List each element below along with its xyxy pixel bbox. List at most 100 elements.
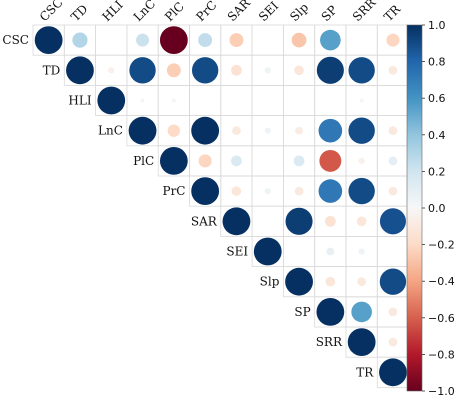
colorbar-tick-label: −0.6	[428, 312, 455, 325]
correlation-circle-LnC-TR	[388, 126, 398, 136]
correlation-circle-HLI-LnC	[140, 98, 145, 103]
correlation-circle-SAR-Slp	[285, 207, 313, 235]
correlation-circle-HLI-SRR	[359, 98, 364, 103]
grid-cell	[376, 85, 409, 117]
grid-cell	[282, 235, 316, 267]
correlation-circle-LnC-LnC	[128, 116, 157, 145]
correlation-circle-TD-SRR	[348, 57, 375, 84]
correlation-circle-PlC-SRR	[358, 157, 365, 165]
column-label-srr: SRR	[350, 0, 379, 24]
column-label-sar: SAR	[225, 0, 254, 24]
grid-cell	[282, 85, 316, 117]
column-label-hli: HLI	[99, 0, 125, 24]
correlation-circle-TD-SAR	[231, 64, 242, 76]
correlation-circle-Slp-Slp	[285, 267, 313, 296]
grid-cell	[189, 85, 222, 117]
colorbar-tick-label: −0.2	[428, 239, 455, 252]
column-label-sp: SP	[319, 3, 340, 24]
correlation-circle-CSC-PrC	[198, 33, 213, 48]
row-label-sp: SP	[294, 305, 310, 319]
row-label-slp: Slp	[260, 275, 280, 289]
correlation-circle-TR-TR	[379, 358, 407, 387]
correlation-circle-LnC-Slp	[295, 126, 303, 135]
column-label-prc: PrC	[193, 0, 219, 24]
correlation-circle-PrC-Slp	[294, 186, 304, 196]
colorbar-tick-label: 0.0	[428, 202, 446, 215]
colorbar-tick-label: 0.4	[428, 129, 446, 142]
correlation-circle-SAR-SP	[324, 215, 336, 227]
colorbar-tick-label: −0.8	[428, 348, 455, 361]
row-label-td: TD	[43, 63, 61, 77]
colorbar-gradient	[406, 24, 423, 392]
row-label-hli: HLI	[68, 94, 91, 108]
colorbar-tick-label: 0.8	[428, 56, 446, 69]
colorbar-tick-label: 0.2	[428, 165, 446, 178]
correlation-circle-SP-SRR	[351, 301, 372, 323]
grid-cell	[95, 24, 128, 56]
grid-cell	[251, 24, 284, 56]
correlation-circle-SRR-SRR	[347, 328, 376, 356]
correlation-circle-TD-SP	[316, 56, 344, 84]
correlation-circle-SEI-SP	[326, 247, 335, 256]
correlation-circle-SRR-TR	[388, 337, 398, 347]
correlation-circle-CSC-SP	[320, 29, 341, 51]
correlation-circle-CSC-PlC	[159, 26, 188, 54]
correlation-circle-SEI-SEI	[253, 237, 282, 266]
correlation-circle-TD-TR	[388, 65, 398, 75]
colorbar-tick-label: 0.6	[428, 92, 446, 105]
correlation-circle-CSC-Slp	[291, 32, 307, 48]
correlation-circle-SAR-SAR	[222, 207, 251, 236]
correlation-circle-HLI-PlC	[171, 98, 176, 103]
column-label-lnc: LnC	[131, 0, 158, 24]
row-label-sar: SAR	[191, 214, 218, 228]
grid-cell	[251, 205, 284, 237]
correlation-circle-PrC-SRR	[348, 177, 375, 205]
correlation-circle-TD-SEI	[264, 67, 271, 74]
correlation-circle-TD-HLI	[108, 67, 115, 74]
correlation-circle-Slp-SRR	[357, 277, 367, 287]
colorbar-tick-label: −0.4	[428, 275, 455, 288]
correlation-circle-TD-PlC	[166, 63, 181, 78]
correlation-circle-LnC-PlC	[167, 124, 181, 137]
correlation-circle-CSC-LnC	[136, 33, 150, 47]
column-label-slp: Slp	[287, 0, 311, 24]
correlation-circle-HLI-HLI	[97, 86, 126, 115]
correlation-circle-Slp-SP	[325, 276, 336, 287]
correlation-circle-PlC-SP	[319, 149, 342, 172]
grid-cell	[251, 145, 284, 177]
correlation-circle-LnC-SEI	[264, 127, 271, 134]
column-label-td: TD	[68, 2, 90, 24]
column-label-plc: PlC	[162, 0, 187, 24]
correlation-circle-SP-TR	[388, 307, 398, 317]
colorbar-tick-label: 1.0	[428, 19, 446, 32]
correlation-circles	[34, 26, 407, 387]
correlation-circle-PrC-PrC	[191, 177, 220, 206]
correlation-circle-SAR-TR	[379, 208, 406, 235]
correlation-circle-CSC-SAR	[229, 33, 244, 48]
colorbar-tick-label: −1.0	[428, 385, 455, 398]
correlation-circle-CSC-TD	[72, 32, 88, 48]
correlation-circle-PlC-SAR	[231, 155, 242, 167]
row-label-srr: SRR	[316, 335, 343, 349]
grid-cell	[345, 24, 378, 56]
row-label-sei: SEI	[226, 245, 248, 259]
correlation-circle-TD-PrC	[191, 57, 219, 84]
correlation-circle-PrC-SAR	[231, 186, 242, 196]
column-label-sei: SEI	[256, 0, 281, 24]
correlation-circle-LnC-PrC	[191, 116, 220, 145]
correlation-circle-TD-TD	[66, 56, 94, 85]
column-label-csc: CSC	[37, 0, 66, 24]
column-label-tr: TR	[381, 1, 404, 24]
row-label-tr: TR	[356, 365, 374, 379]
correlation-circle-TD-LnC	[129, 57, 156, 84]
colorbar: 1.0 0.8 0.6 0.4 0.2 0.0 −0.2 −0.4 −0.6 −0.8 −1.0	[406, 19, 455, 398]
grid-cell	[376, 235, 409, 267]
correlation-circle-LnC-SP	[318, 118, 343, 143]
correlation-circle-PlC-PlC	[159, 147, 188, 175]
correlation-circle-SAR-SRR	[356, 216, 367, 227]
correlation-circle-Slp-TR	[379, 268, 407, 295]
row-label-plc: PlC	[133, 154, 154, 168]
correlation-circle-SEI-SRR	[358, 248, 365, 255]
correlation-circle-PrC-TR	[388, 186, 398, 196]
